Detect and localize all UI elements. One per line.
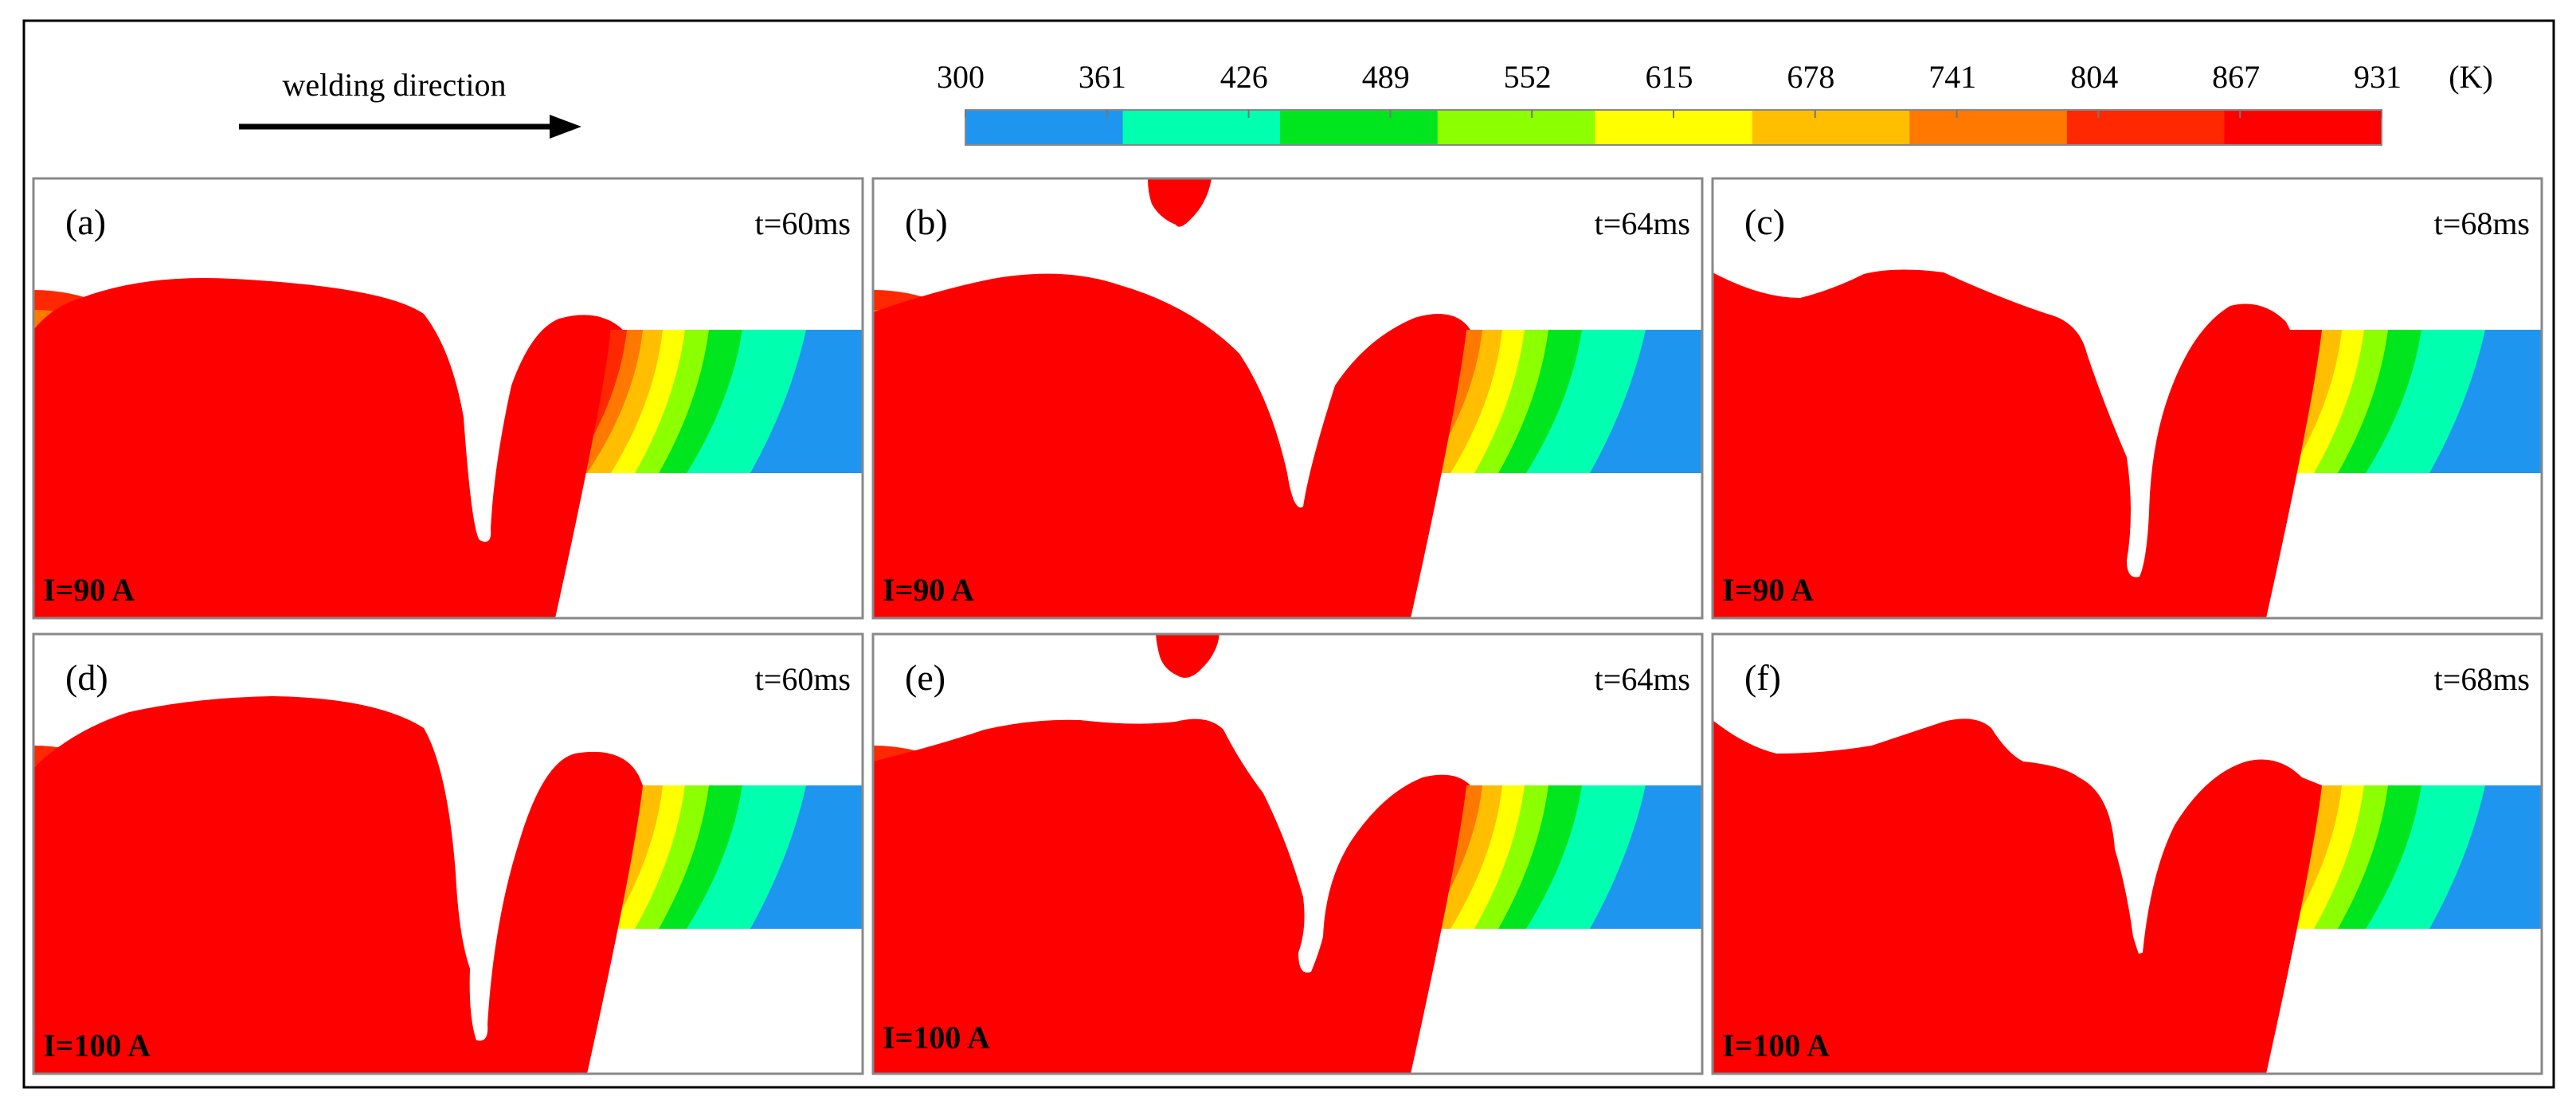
metal-droplet (1148, 178, 1212, 227)
panel-c: (c) t=68ms I=90 A (1711, 177, 2543, 620)
colorbar-tick-label: 361 (1079, 59, 1126, 95)
colorbar-cell (2224, 110, 2382, 145)
colorbar-tick-label: 867 (2212, 59, 2260, 95)
panel-label: (e) (905, 657, 945, 698)
colorbar-cell (1909, 110, 2068, 145)
temperature-colorbar: 300 361 426 489 552 615 678 741 804 867 931 (K) (937, 59, 2493, 146)
colorbar-tick-label: 489 (1362, 59, 1410, 95)
panel-f: (f) t=68ms I=100 A (1711, 632, 2543, 1075)
panel-label: (a) (65, 202, 106, 242)
current-label: I=100 A (883, 1020, 990, 1055)
colorbar-tick-label: 931 (2354, 59, 2402, 95)
colorbar-cell (1122, 110, 1281, 145)
time-label: t=64ms (1595, 661, 1690, 697)
panel-label: (c) (1744, 202, 1785, 242)
melt-pool (33, 278, 623, 618)
arrow-right-icon (550, 115, 581, 139)
colorbar-tick-label: 804 (2070, 59, 2118, 95)
time-label: t=60ms (755, 661, 851, 697)
time-label: t=60ms (755, 206, 851, 241)
time-label: t=68ms (2434, 206, 2530, 241)
figure-frame (22, 19, 2555, 1089)
colorbar-tick-label: 552 (1504, 59, 1552, 95)
melt-pool (1713, 718, 2322, 1074)
panel-label: (f) (1744, 657, 1781, 698)
melt-pool (873, 718, 1470, 1074)
current-label: I=100 A (1722, 1028, 1830, 1063)
welding-direction-label: welding direction (282, 67, 506, 103)
colorbar-cell (1752, 110, 1910, 145)
metal-droplet (1156, 634, 1219, 678)
current-label: I=90 A (883, 572, 974, 608)
header: welding direction (239, 67, 581, 139)
colorbar-tick-label: 615 (1646, 59, 1693, 95)
colorbar-cell (965, 110, 1124, 145)
panel-label: (d) (65, 657, 108, 698)
panel-label: (b) (905, 202, 948, 242)
panel-e: (e) t=64ms I=100 A (871, 632, 1704, 1075)
melt-pool (1713, 269, 2322, 618)
melt-pool (33, 696, 643, 1074)
current-label: I=90 A (1722, 572, 1814, 608)
time-label: t=68ms (2434, 661, 2530, 697)
time-label: t=64ms (1595, 206, 1690, 241)
colorbar-cell (2066, 110, 2226, 145)
colorbar-tick-label: 678 (1787, 59, 1834, 95)
colorbar-cell (1437, 110, 1595, 145)
panel-b: (b) t=64ms I=90 A (871, 177, 1704, 620)
current-label: I=90 A (43, 572, 135, 608)
colorbar-tick-label: 300 (937, 59, 985, 95)
panel-d: (d) t=60ms I=100 A (32, 632, 864, 1075)
current-label: I=100 A (43, 1028, 151, 1063)
colorbar-unit-label: (K) (2449, 59, 2493, 95)
melt-pool (873, 273, 1470, 618)
colorbar-tick-label: 741 (1928, 59, 1976, 95)
colorbar-tick-label: 426 (1220, 59, 1268, 95)
colorbar-cell (1280, 110, 1439, 145)
panel-a: (a) t=60ms I=90 A (32, 177, 864, 620)
